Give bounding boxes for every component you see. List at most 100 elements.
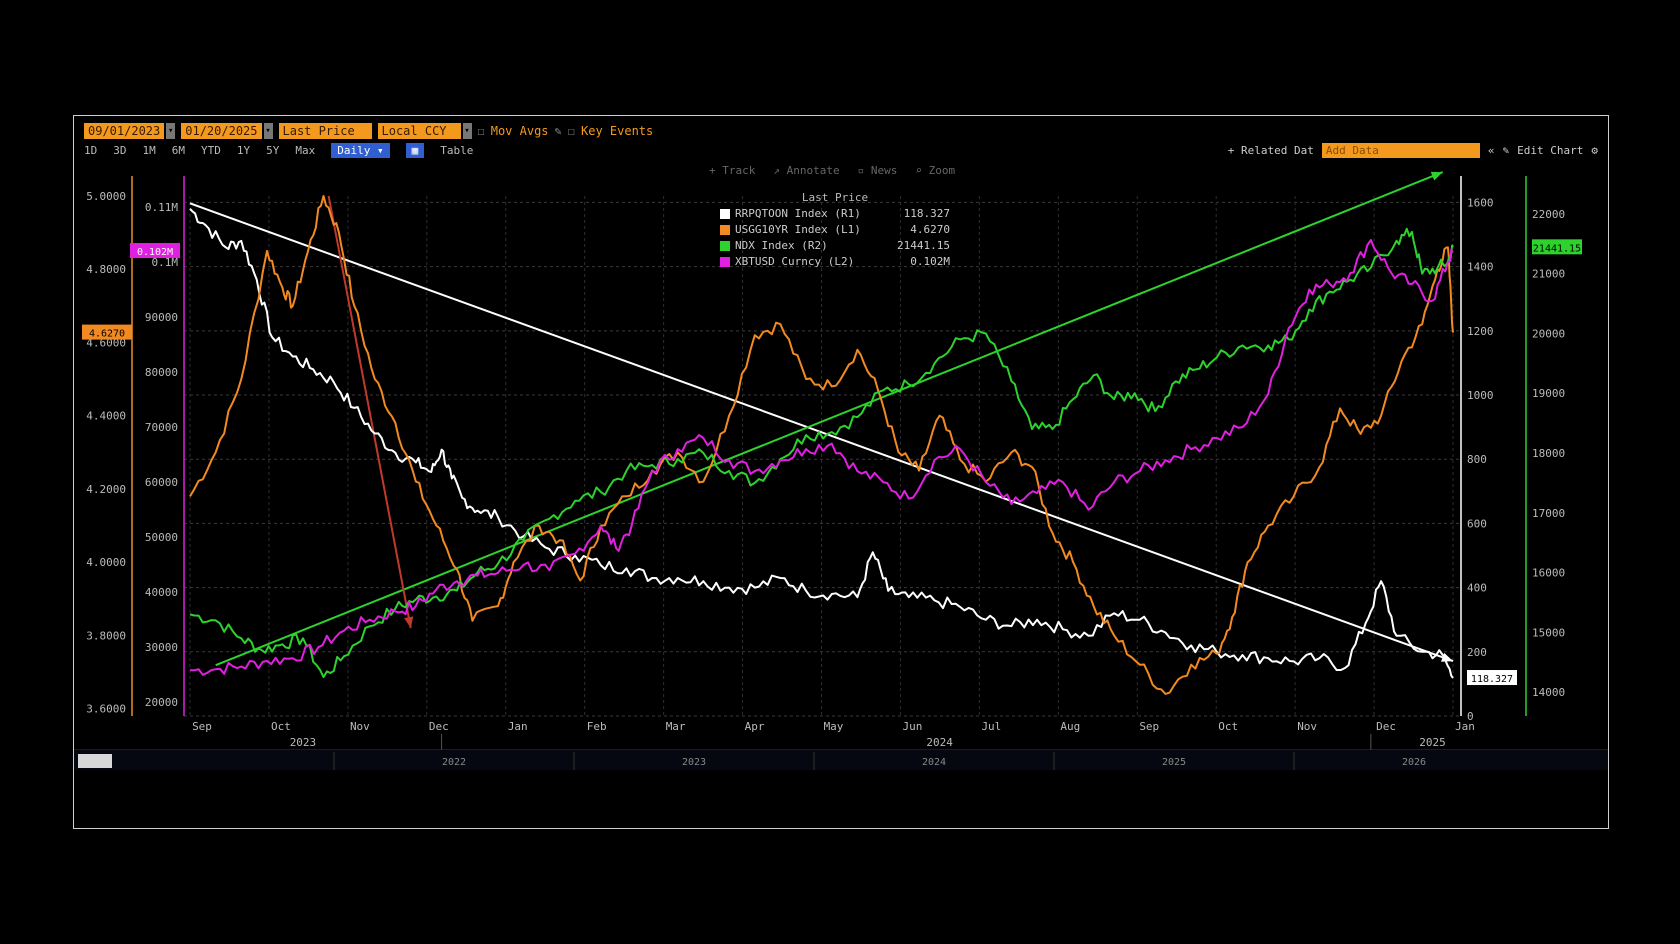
x-tick-label: Mar: [666, 720, 686, 733]
legend-item: RRPQTOON Index (R1) 118.327: [720, 206, 950, 222]
chart-window: 09/01/2023 ▾ 01/20/2025 ▾ Last Price Local…: [73, 115, 1609, 829]
currency-selector[interactable]: Local CCY: [377, 123, 461, 139]
top-toolbar: 09/01/2023 ▾ 01/20/2025 ▾ Last Price Local…: [84, 122, 653, 140]
year-label: 2024: [926, 736, 953, 749]
gear-icon[interactable]: ⚙: [1591, 143, 1598, 157]
tick-label: 15000: [1532, 626, 1565, 639]
period-6m[interactable]: 6M: [171, 143, 185, 157]
legend-item: USGG10YR Index (L1) 4.6270: [720, 222, 950, 238]
usgg-last-tag-bg: [82, 324, 132, 340]
related-data-button[interactable]: + Related Dat: [1227, 143, 1314, 157]
tick-label: 17000: [1532, 507, 1565, 520]
calendar-icon[interactable]: ▾: [166, 123, 176, 139]
tick-label: 0.1M: [152, 256, 179, 269]
tick-label: 4.8000: [86, 263, 126, 276]
tick-label: 200: [1467, 646, 1487, 659]
tick-label: 22000: [1532, 208, 1565, 221]
edit-chart-button[interactable]: Edit Chart: [1517, 143, 1584, 157]
tick-label: 1200: [1467, 325, 1494, 338]
x-tick-label: May: [824, 720, 844, 733]
chart-plot[interactable]: 5.0000 4.8000 4.6000 4.4000 4.2000 4.0000 3.80…: [74, 116, 1608, 828]
legend-swatch: [720, 257, 730, 267]
legend-item: NDX Index (R2) 21441.15: [720, 238, 950, 254]
right-toolbar: + Related Dat Add Data « ✎ Edit Chart ⚙: [1228, 142, 1598, 158]
x-tick-label: Oct: [271, 720, 291, 733]
tick-label: 14000: [1532, 686, 1565, 699]
ndx-last-tag-bg: [1532, 239, 1582, 255]
tick-label: 400: [1467, 582, 1487, 595]
x-tick-label: Jun: [903, 720, 923, 733]
zoom-button[interactable]: ⌕ Zoom: [915, 164, 956, 177]
timeline-year: 2025: [1162, 757, 1186, 768]
timeline-year: 2026: [1402, 757, 1426, 768]
period-ytd[interactable]: YTD: [201, 143, 221, 157]
x-tick-label: Oct: [1218, 720, 1238, 733]
tick-label: 4.6000: [86, 336, 126, 349]
x-tick-label: Dec: [429, 720, 449, 733]
trendline-arrowhead: [1430, 171, 1443, 181]
tick-label: 90000: [145, 311, 178, 324]
tick-label: 4.2000: [86, 483, 126, 496]
period-5y[interactable]: 5Y: [266, 143, 280, 157]
chevron-down-icon[interactable]: ▾: [462, 123, 472, 139]
news-button[interactable]: ▫ News: [857, 164, 898, 177]
series-line: [190, 239, 1454, 676]
field-selector[interactable]: Last Price: [278, 123, 372, 139]
legend-item: XBTUSD Curncy (L2) 0.102M: [720, 254, 950, 270]
period-3d[interactable]: 3D: [113, 143, 127, 157]
tick-label: 19000: [1532, 387, 1565, 400]
x-tick-label: Feb: [587, 720, 607, 733]
tick-label: 21000: [1532, 268, 1565, 281]
x-tick-label: Jan: [508, 720, 528, 733]
tick-label: 4.4000: [86, 410, 126, 423]
x-tick-label: Jan: [1455, 720, 1475, 733]
frequency-dropdown[interactable]: Daily ▾: [331, 142, 390, 158]
trendline: [215, 171, 1444, 667]
track-button[interactable]: + Track: [709, 164, 756, 177]
collapse-icon[interactable]: «: [1487, 143, 1495, 157]
trendline: [327, 195, 412, 629]
end-date-field[interactable]: 01/20/2025: [181, 123, 262, 139]
tick-label: 20000: [145, 696, 178, 709]
period-max[interactable]: Max: [295, 143, 316, 157]
start-date-field[interactable]: 09/01/2023: [84, 123, 165, 139]
key-events-link[interactable]: Key Events: [581, 124, 654, 138]
tick-label: 3.6000: [86, 703, 126, 716]
tick-label: 1000: [1467, 389, 1494, 402]
x-tick-label: Nov: [1297, 720, 1317, 733]
tick-label: 5.0000: [86, 190, 126, 203]
legend: Last Price RRPQTOON Index (R1) 118.327 US…: [720, 190, 950, 270]
checkbox-icon[interactable]: ☐: [477, 124, 485, 138]
chart-type-icon[interactable]: ▦: [405, 142, 425, 158]
tick-label: 3.8000: [86, 629, 126, 642]
period-1m[interactable]: 1M: [142, 143, 156, 157]
tick-label: 1600: [1467, 196, 1494, 209]
tick-label: 1400: [1467, 261, 1494, 274]
period-1d[interactable]: 1D: [84, 143, 98, 157]
period-toolbar: 1D 3D 1M 6M YTD 1Y 5Y Max Daily ▾ ▦ Tabl…: [84, 142, 473, 158]
annotate-button[interactable]: ↗ Annotate: [773, 164, 840, 177]
usgg-last-tag: 4.6270: [89, 329, 125, 340]
pencil-icon[interactable]: ✎: [554, 124, 562, 138]
x-tick-label: Dec: [1376, 720, 1396, 733]
x-tick-label: Sep: [192, 720, 212, 733]
tick-label: 0.11M: [145, 201, 178, 214]
rrp-last-tag-bg: [1467, 670, 1517, 686]
period-1y[interactable]: 1Y: [236, 143, 251, 157]
legend-swatch: [720, 209, 730, 219]
timeline-year: 2022: [442, 757, 466, 768]
mov-avgs-link[interactable]: Mov Avgs: [490, 124, 549, 138]
xbt-last-tag: 0.102M: [137, 247, 173, 258]
tick-label: 16000: [1532, 567, 1565, 580]
pencil-icon[interactable]: ✎: [1502, 143, 1510, 157]
tick-label: 600: [1467, 517, 1487, 530]
x-tick-label: Aug: [1060, 720, 1080, 733]
calendar-icon[interactable]: ▾: [263, 123, 273, 139]
table-button[interactable]: Table: [440, 143, 474, 157]
checkbox-icon[interactable]: ☐: [567, 124, 575, 138]
x-tick-label: Nov: [350, 720, 370, 733]
rrp-last-tag: 118.327: [1471, 674, 1513, 685]
add-data-field[interactable]: Add Data: [1321, 142, 1480, 158]
trendline-arrowhead: [404, 616, 414, 629]
tick-label: 4.0000: [86, 556, 126, 569]
